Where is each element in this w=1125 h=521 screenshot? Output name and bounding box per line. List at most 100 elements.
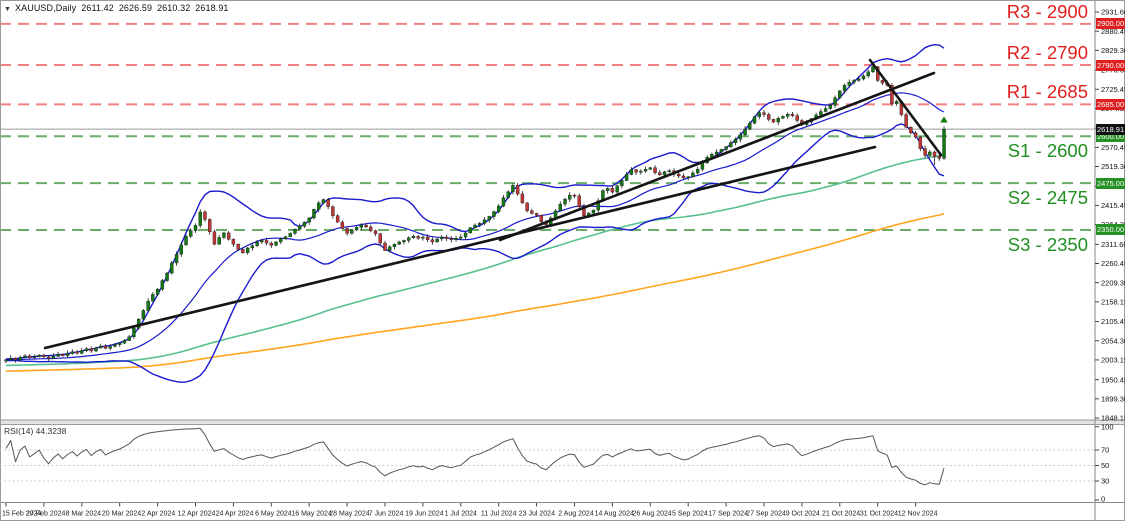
candle-body [288, 233, 292, 237]
candle-body [51, 356, 56, 359]
candle-body [416, 236, 420, 239]
candle-body [771, 119, 776, 123]
candle-body [624, 174, 629, 181]
time-tick-label: 9 Oct 2024 [786, 511, 820, 518]
price-badge-s2: 2475.00 [1096, 177, 1125, 189]
candle-body [99, 345, 103, 349]
price-tick-label: 2311.60 [1101, 240, 1125, 249]
candle-body [37, 354, 41, 357]
time-tick-label: 28 May 2024 [329, 511, 370, 518]
candle-body [473, 224, 477, 228]
candle-body [539, 215, 544, 222]
candle-body [146, 300, 150, 311]
candle-body [160, 280, 165, 290]
candle-body [577, 195, 581, 207]
candle-body [241, 249, 245, 254]
candle-body [32, 356, 37, 358]
candle-body [658, 172, 662, 176]
candle-body [226, 232, 231, 240]
candle-body [222, 232, 226, 238]
candle-body [667, 170, 671, 173]
candle-body [847, 82, 851, 86]
candle-body [170, 262, 174, 274]
resistance-label-r1: R1 - 2685 [1006, 81, 1088, 103]
candle-body [880, 80, 885, 84]
candle-body [454, 237, 458, 240]
candle-body [828, 104, 833, 109]
candle-body [468, 227, 472, 234]
candle-body [610, 188, 615, 193]
time-tick-label: 2 Aug 2024 [558, 511, 594, 518]
candle-body [487, 216, 491, 221]
candle-body [686, 176, 690, 179]
time-tick-label: 27 Sep 2024 [746, 511, 786, 518]
ohlc-high-value: 2626.59 [118, 3, 153, 13]
collapse-chart-arrow-icon[interactable]: ▼ [4, 6, 12, 13]
candle-body [714, 151, 719, 155]
price-tick-label: 2105.45 [1101, 317, 1125, 326]
candle-body [767, 114, 771, 120]
current-price-badge: 2618.91 [1096, 123, 1125, 135]
candle-body [861, 75, 866, 80]
candle-body [42, 354, 46, 358]
candle-body [444, 236, 449, 239]
candle-body [212, 231, 217, 245]
candle-body [302, 221, 307, 227]
candle-body [790, 113, 795, 116]
candle-body [838, 90, 842, 98]
candle-body [56, 354, 60, 357]
candle-body [913, 132, 918, 138]
candle-body [61, 354, 65, 357]
candle-body [525, 202, 529, 212]
candle-body [184, 236, 188, 246]
candle-body [331, 206, 335, 216]
candle-body [942, 128, 946, 159]
rsi-tick-label: 100 [1101, 423, 1114, 432]
candle-body [208, 219, 212, 233]
candle-body [293, 228, 297, 234]
time-tick-label: 7 Jun 2024 [369, 511, 404, 518]
candle-body [596, 200, 600, 211]
candle-body [568, 194, 572, 200]
candle-body [677, 173, 681, 177]
candle-body [572, 194, 577, 197]
candle-body [70, 351, 75, 354]
candle-body [269, 242, 273, 246]
price-tick-label: 2931.60 [1101, 8, 1125, 17]
candle-body [515, 185, 520, 195]
candle-body [662, 171, 667, 176]
price-tick-label: 2725.45 [1101, 85, 1125, 94]
candle-body [918, 136, 923, 149]
candle-body [373, 230, 378, 234]
candle-body [260, 240, 264, 243]
candle-body [511, 185, 515, 192]
candle-body [402, 240, 406, 243]
rsi-line [5, 427, 945, 486]
candle-body [113, 344, 117, 347]
candle-body [132, 327, 136, 337]
candle-body [383, 242, 387, 251]
candle-body [857, 78, 861, 81]
candle-body [785, 113, 790, 117]
candle-body [18, 357, 22, 361]
candle-body [340, 221, 345, 229]
chart-header: ▼ XAUUSD,Daily 2611.42 2626.59 2610.32 2618.9… [4, 3, 234, 13]
time-tick-label: 27 Feb 2024 [26, 511, 65, 518]
pane-splitter[interactable] [0, 419, 1125, 425]
downtrend-trendline [868, 58, 943, 157]
candle-body [298, 225, 302, 230]
candle-body [392, 243, 397, 248]
time-tick-label: 12 Nov 2024 [898, 511, 938, 518]
rsi-tick-label: 50 [1101, 461, 1109, 470]
candle-body [174, 254, 179, 264]
price-tick-label: 1899.30 [1101, 394, 1125, 403]
candle-body [122, 340, 127, 344]
candle-body [909, 127, 913, 134]
candle-body [94, 347, 98, 352]
candle-body [193, 225, 198, 231]
candle-body [359, 224, 364, 228]
candle-body [795, 115, 799, 121]
